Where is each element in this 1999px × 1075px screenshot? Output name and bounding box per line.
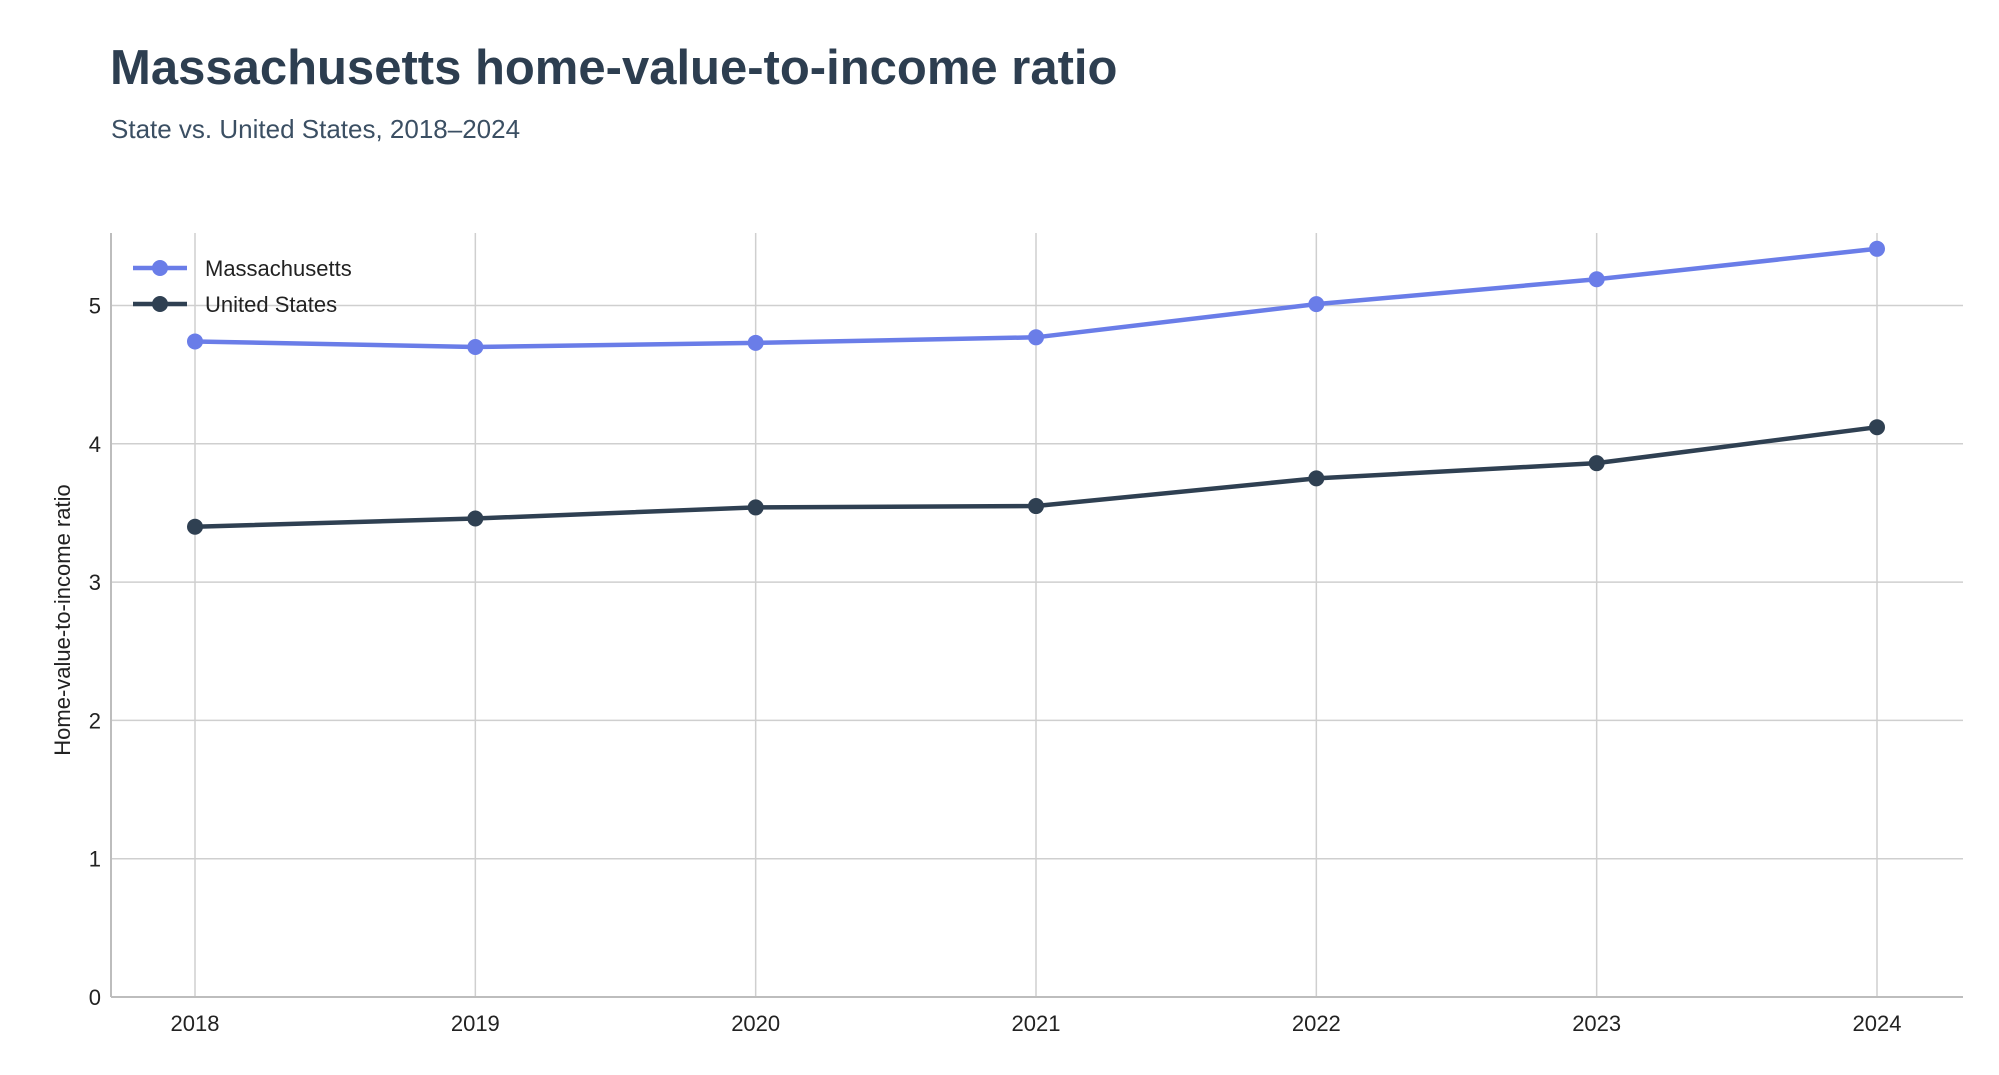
series	[187, 240, 1885, 535]
data-point	[1308, 470, 1325, 487]
y-tick-label: 0	[89, 985, 101, 1010]
chart-title: Massachusetts home-value-to-income ratio	[110, 41, 1118, 95]
legend-swatch-marker	[152, 260, 168, 276]
y-axis-label: Home-value-to-income ratio	[50, 484, 75, 755]
y-tick-label: 5	[89, 294, 101, 319]
grid	[111, 233, 1963, 997]
data-point	[1028, 329, 1044, 346]
x-tick-label: 2023	[1572, 1011, 1621, 1036]
data-point	[747, 499, 764, 516]
data-point	[467, 510, 484, 527]
y-tick-label: 1	[89, 847, 101, 872]
x-tick-label: 2019	[451, 1011, 500, 1036]
data-point	[1869, 419, 1885, 436]
legend: Massachusetts United States	[133, 256, 352, 317]
x-tick-label: 2022	[1292, 1011, 1341, 1036]
x-tick-label: 2024	[1853, 1011, 1902, 1036]
y-tick-label: 2	[89, 708, 101, 733]
data-point	[747, 334, 764, 351]
data-point	[1028, 498, 1044, 515]
x-tick-label: 2020	[731, 1011, 780, 1036]
chart-subtitle: State vs. United States, 2018–2024	[111, 114, 521, 144]
legend-swatch-marker	[152, 296, 168, 312]
x-tick-label: 2021	[1012, 1011, 1061, 1036]
data-point	[187, 518, 203, 535]
legend-label: United States	[205, 292, 337, 317]
data-point	[1588, 271, 1605, 288]
x-tick-label: 2018	[171, 1011, 220, 1036]
data-point	[187, 333, 203, 350]
y-tick-label: 3	[89, 570, 101, 595]
legend-label: Massachusetts	[205, 256, 352, 281]
y-tick-label: 4	[89, 432, 101, 457]
data-point	[1588, 455, 1605, 472]
data-point	[1869, 240, 1885, 257]
data-point	[467, 338, 484, 355]
data-point	[1308, 296, 1325, 313]
axes: 0 1 2 3 4 5 2018 2019 2020 2021 2022 2023 2024 Home-v…	[50, 233, 1963, 1036]
